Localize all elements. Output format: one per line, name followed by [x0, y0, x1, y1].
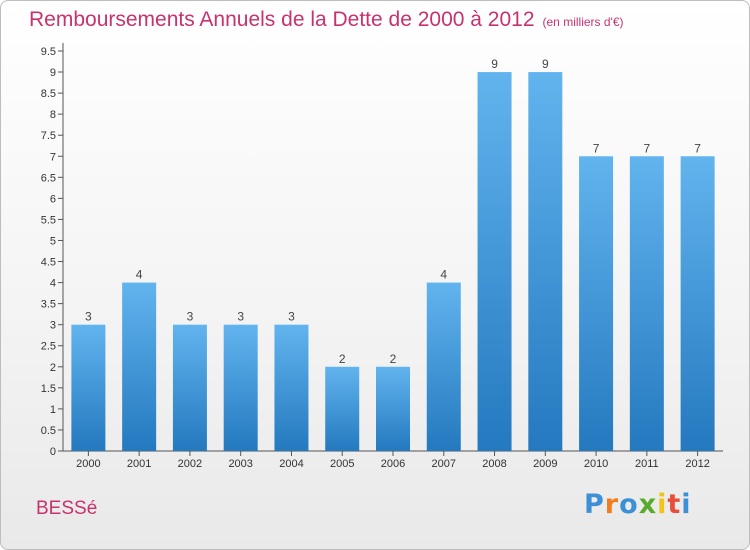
chart-subtitle: (en milliers d'€) — [542, 15, 624, 29]
bar — [223, 324, 258, 451]
x-tick-label: 2007 — [432, 458, 456, 470]
proxiti-logo: Proxiti — [584, 489, 692, 520]
y-tick-label: 2.5 — [41, 341, 56, 353]
bar — [172, 324, 207, 451]
y-tick-label: 4.5 — [41, 257, 56, 269]
bar — [71, 324, 106, 451]
title-text: Remboursements Annuels de la Dette de 20… — [29, 8, 535, 31]
data-label: 7 — [644, 141, 651, 155]
x-tick-label: 2012 — [685, 458, 709, 470]
y-tick-label: 1.5 — [41, 383, 56, 395]
y-tick-label: 8 — [50, 109, 56, 121]
logo-letter: i — [657, 489, 668, 520]
x-tick-label: 2009 — [533, 458, 557, 470]
bar — [122, 282, 157, 451]
bar — [274, 324, 309, 451]
x-tick-label: 2010 — [584, 458, 608, 470]
chart-title: Remboursements Annuels de la Dette de 20… — [29, 8, 624, 32]
data-label: 3 — [85, 310, 92, 324]
data-label: 2 — [390, 352, 397, 366]
y-tick-label: 5.5 — [41, 214, 56, 226]
data-label: 9 — [491, 57, 498, 71]
bar — [579, 156, 614, 451]
bar — [325, 366, 360, 451]
y-tick-label: 0.5 — [41, 425, 56, 437]
data-label: 3 — [288, 310, 295, 324]
data-label: 2 — [339, 352, 346, 366]
y-tick-label: 3.5 — [41, 299, 56, 311]
bar — [426, 282, 461, 451]
logo-letter: x — [638, 489, 658, 520]
logo-letter: i — [681, 489, 692, 520]
data-label: 7 — [593, 141, 600, 155]
logo-letter: r — [604, 489, 620, 520]
bar — [477, 72, 512, 451]
x-tick-label: 2002 — [178, 458, 202, 470]
y-tick-label: 6.5 — [41, 172, 56, 184]
bar — [376, 366, 410, 451]
bar — [629, 156, 664, 451]
x-tick-label: 2000 — [76, 458, 100, 470]
data-label: 3 — [187, 310, 194, 324]
bar — [528, 72, 563, 451]
data-label: 4 — [136, 268, 143, 282]
y-tick-label: 4 — [50, 278, 56, 290]
y-tick-label: 9.5 — [41, 46, 56, 58]
x-tick-label: 2006 — [381, 458, 405, 470]
y-tick-label: 9 — [50, 67, 56, 79]
bar — [680, 156, 715, 451]
x-tick-label: 2001 — [127, 458, 151, 470]
x-tick-label: 2004 — [279, 458, 303, 470]
y-tick-label: 3 — [50, 320, 56, 332]
data-label: 4 — [440, 268, 447, 282]
x-tick-label: 2011 — [635, 458, 659, 470]
y-tick-label: 1 — [50, 404, 56, 416]
data-label: 3 — [237, 310, 244, 324]
y-tick-label: 5 — [50, 235, 56, 247]
y-tick-label: 0 — [50, 446, 56, 458]
x-tick-label: 2008 — [482, 458, 506, 470]
commune-name: BESSé — [36, 498, 98, 519]
y-tick-label: 7.5 — [41, 130, 56, 142]
data-label: 9 — [542, 57, 549, 71]
x-tick-label: 2005 — [330, 458, 354, 470]
data-label: 7 — [694, 141, 701, 155]
x-tick-label: 2003 — [228, 458, 252, 470]
y-tick-label: 7 — [50, 151, 56, 163]
logo-letter: P — [584, 489, 605, 520]
y-tick-label: 8.5 — [41, 88, 56, 100]
y-tick-label: 6 — [50, 193, 56, 205]
logo-letter: t — [667, 489, 682, 520]
logo-letter: o — [619, 489, 639, 520]
y-tick-label: 2 — [50, 362, 56, 374]
